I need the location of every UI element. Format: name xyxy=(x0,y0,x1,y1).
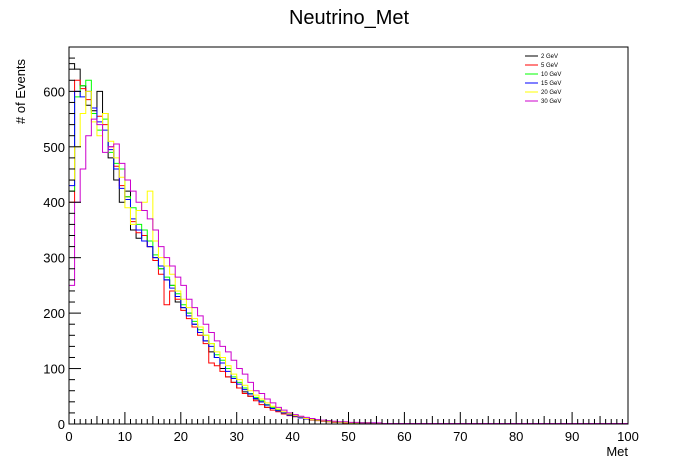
x-tick-label: 90 xyxy=(565,429,579,444)
x-tick-label: 30 xyxy=(229,429,243,444)
x-tick-label: 70 xyxy=(453,429,467,444)
legend-label: 2 GeV xyxy=(541,54,558,60)
y-tick-label: 400 xyxy=(43,195,65,210)
y-tick-label: 100 xyxy=(43,362,65,377)
x-tick-label: 10 xyxy=(118,429,132,444)
x-axis: 0 10 20 30 40 50 60 70 80 90 100 xyxy=(65,412,639,444)
y-tick-label: 300 xyxy=(43,251,65,266)
x-axis-title: Met xyxy=(606,444,628,459)
y-tick-label: 0 xyxy=(58,417,65,432)
x-tick-label: 40 xyxy=(285,429,299,444)
series-line-30-gev xyxy=(68,118,629,424)
x-tick-label: 20 xyxy=(174,429,188,444)
x-tick-label: 0 xyxy=(65,429,72,444)
y-axis-title: # of Events xyxy=(13,58,28,124)
x-tick-label: 60 xyxy=(397,429,411,444)
legend-label: 5 GeV xyxy=(541,63,558,69)
legend: 2 GeV 5 GeV 10 GeV 15 GeV 20 GeV 30 GeV xyxy=(520,51,610,121)
legend-label: 15 GeV xyxy=(541,81,561,87)
legend-label: 20 GeV xyxy=(541,90,561,96)
legend-box xyxy=(520,51,610,121)
x-tick-label: 50 xyxy=(341,429,355,444)
x-tick-label: 100 xyxy=(617,429,639,444)
chart-title: Neutrino_Met xyxy=(289,7,410,29)
legend-label: 30 GeV xyxy=(541,99,561,105)
x-tick-label: 80 xyxy=(509,429,523,444)
y-axis: 0 100 200 300 400 500 600 xyxy=(43,46,81,432)
y-tick-label: 600 xyxy=(43,84,65,99)
y-tick-label: 500 xyxy=(43,140,65,155)
legend-label: 10 GeV xyxy=(541,72,561,78)
y-tick-label: 200 xyxy=(43,306,65,321)
